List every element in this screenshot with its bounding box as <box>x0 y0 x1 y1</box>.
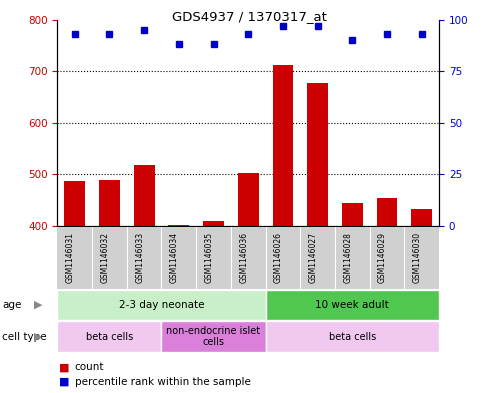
Bar <box>342 203 363 393</box>
Text: 10 week adult: 10 week adult <box>315 300 389 310</box>
Bar <box>265 321 439 352</box>
Text: ▶: ▶ <box>34 300 42 310</box>
Bar <box>57 321 162 352</box>
Bar <box>377 198 398 393</box>
Text: non-endocrine islet
cells: non-endocrine islet cells <box>167 326 260 347</box>
Bar <box>64 181 85 393</box>
Bar <box>134 165 155 393</box>
Text: GSM1146031: GSM1146031 <box>66 232 75 283</box>
Text: ▶: ▶ <box>34 332 42 342</box>
Text: GSM1146035: GSM1146035 <box>205 232 214 283</box>
Text: GSM1146026: GSM1146026 <box>274 232 283 283</box>
Text: GSM1146028: GSM1146028 <box>343 232 352 283</box>
Text: 2-3 day neonate: 2-3 day neonate <box>119 300 204 310</box>
Bar <box>411 209 432 393</box>
Text: beta cells: beta cells <box>329 332 376 342</box>
Text: GSM1146036: GSM1146036 <box>239 232 248 283</box>
Bar <box>57 290 265 320</box>
Bar <box>162 321 265 352</box>
Bar <box>203 221 224 393</box>
Bar <box>169 225 189 393</box>
Bar <box>272 64 293 393</box>
Text: GSM1146029: GSM1146029 <box>378 232 387 283</box>
Text: GSM1146033: GSM1146033 <box>135 232 144 283</box>
Text: ■: ■ <box>59 362 69 373</box>
Bar <box>265 290 439 320</box>
Bar <box>238 173 258 393</box>
Bar <box>307 83 328 393</box>
Text: GDS4937 / 1370317_at: GDS4937 / 1370317_at <box>172 10 327 23</box>
Text: GSM1146030: GSM1146030 <box>413 232 422 283</box>
Text: count: count <box>75 362 104 373</box>
Text: GSM1146032: GSM1146032 <box>100 232 109 283</box>
Bar <box>99 180 120 393</box>
Text: ■: ■ <box>59 377 69 387</box>
Text: GSM1146034: GSM1146034 <box>170 232 179 283</box>
Text: beta cells: beta cells <box>86 332 133 342</box>
Text: percentile rank within the sample: percentile rank within the sample <box>75 377 250 387</box>
Text: cell type: cell type <box>2 332 47 342</box>
Text: age: age <box>2 300 22 310</box>
Text: GSM1146027: GSM1146027 <box>309 232 318 283</box>
